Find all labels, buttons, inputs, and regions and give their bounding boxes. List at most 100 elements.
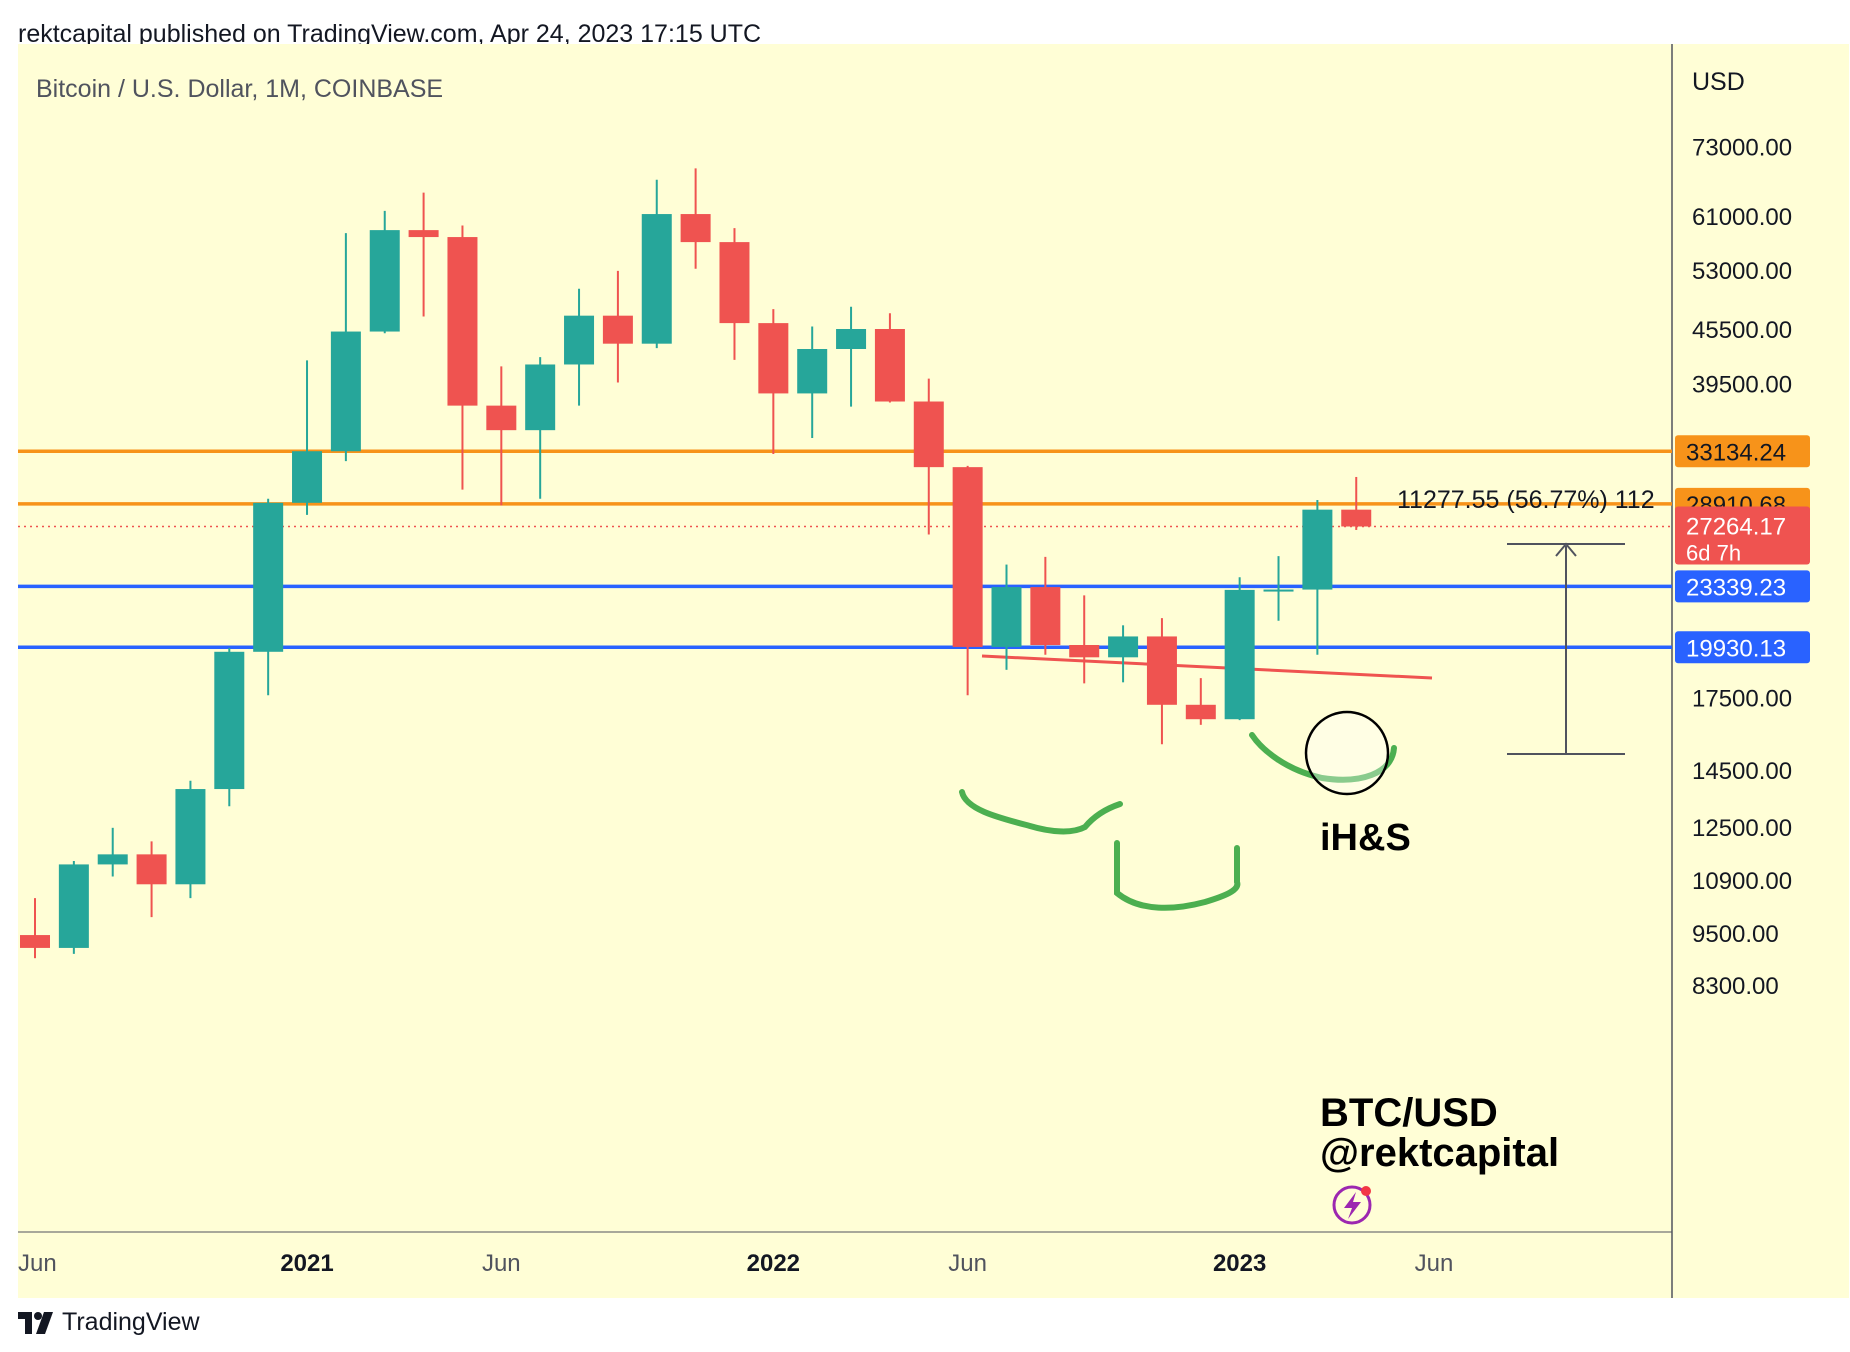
- candle-body: [1146, 636, 1177, 705]
- candle-body: [836, 328, 867, 349]
- level-price-text: 23339.23: [1686, 574, 1786, 601]
- level-price-label: 33134.24: [1675, 435, 1810, 468]
- candle: [1146, 618, 1177, 745]
- candle: [1108, 625, 1139, 683]
- candle: [58, 861, 89, 954]
- candle: [836, 306, 867, 407]
- candle-body: [797, 348, 828, 394]
- price-tick-label: 8300.00: [1692, 973, 1779, 1000]
- head-curve: [1114, 840, 1241, 911]
- currency-label: USD: [1692, 68, 1745, 96]
- candle: [913, 378, 944, 535]
- candle: [641, 179, 672, 349]
- level-price-text: 19930.13: [1686, 635, 1786, 662]
- candle: [525, 357, 556, 499]
- candle-body: [1263, 589, 1294, 592]
- candle-body: [719, 242, 750, 324]
- candle: [1224, 577, 1255, 721]
- level-price-label: 19930.13: [1675, 631, 1810, 664]
- time-tick-label: Jun: [1415, 1250, 1454, 1277]
- candle-body: [1069, 645, 1100, 658]
- candle-body: [292, 451, 323, 503]
- candle-body: [564, 315, 595, 365]
- candle: [1341, 476, 1372, 530]
- price-tick-label: 14500.00: [1692, 758, 1792, 785]
- price-tick-label: 53000.00: [1692, 258, 1792, 285]
- candles: [20, 168, 1372, 959]
- candle: [214, 647, 245, 807]
- candle: [680, 168, 711, 269]
- candle-body: [486, 405, 517, 431]
- left-shoulder-curve: [959, 789, 1123, 835]
- candle: [952, 465, 983, 696]
- price-axis: 73000.00 61000.00 53000.00 45500.00 39500.00…: [1692, 135, 1792, 1000]
- tradingview-logo-icon: [18, 1311, 53, 1334]
- time-tick-label: Jun: [948, 1250, 987, 1277]
- candle: [797, 326, 828, 438]
- candle: [874, 313, 905, 403]
- price-labels: 33134.2428910.6823339.2319930.1327264.17…: [1675, 435, 1810, 664]
- measure-arrowhead: [1555, 542, 1577, 557]
- candle: [253, 498, 284, 696]
- candle: [408, 192, 439, 317]
- candle-body: [991, 587, 1022, 647]
- tradingview-logo-text: TradingView: [62, 1308, 200, 1336]
- candle-body: [369, 230, 400, 332]
- price-tick-label: 17500.00: [1692, 685, 1792, 712]
- candle-body: [1341, 509, 1372, 527]
- candle-body: [1185, 704, 1216, 720]
- time-tick-label: Jun: [482, 1250, 521, 1277]
- price-tick-label: 10900.00: [1692, 868, 1792, 895]
- ihs-label: iH&S: [1320, 817, 1411, 859]
- neckline-trendline: [981, 654, 1433, 680]
- chart-background: [18, 44, 1849, 1298]
- candle-body: [136, 854, 167, 885]
- candle-body: [58, 864, 89, 948]
- candle: [1030, 556, 1061, 655]
- candle: [1185, 678, 1216, 725]
- candle-body: [1108, 636, 1139, 658]
- price-tick-label: 39500.00: [1692, 372, 1792, 399]
- candle-body: [214, 651, 245, 790]
- candle: [1069, 595, 1100, 684]
- current-price-text: 27264.17: [1686, 513, 1786, 540]
- lightning-icon: [1332, 1185, 1372, 1225]
- candle: [1263, 556, 1294, 621]
- drawings: 11277.55 (56.77%) 112 iH&S BTC/USD @rekt…: [959, 486, 1655, 1225]
- candle-body: [330, 331, 361, 452]
- price-tick-label: 9500.00: [1692, 921, 1779, 948]
- time-tick-label: 2021: [280, 1250, 333, 1277]
- candle: [602, 270, 633, 383]
- publisher-line: rektcapital published on TradingView.com…: [18, 20, 762, 48]
- candle-body: [874, 328, 905, 402]
- candle: [486, 366, 517, 506]
- candle-body: [20, 935, 50, 948]
- candle: [136, 841, 167, 918]
- candle-body: [253, 502, 284, 652]
- time-tick-label: 2023: [1213, 1250, 1266, 1277]
- level-price-label: 23339.23: [1675, 570, 1810, 603]
- candle: [1302, 500, 1333, 655]
- candle: [330, 233, 361, 462]
- candle-body: [447, 237, 478, 406]
- candle-body: [1030, 587, 1061, 646]
- candle-countdown-text: 6d 7h: [1686, 540, 1741, 565]
- time-tick-label: Jun: [18, 1250, 57, 1277]
- candle: [97, 827, 128, 877]
- candle: [719, 228, 750, 360]
- candle: [175, 780, 206, 899]
- candle: [991, 564, 1022, 670]
- candle-body: [641, 214, 672, 344]
- candle-body: [602, 315, 633, 344]
- tradingview-logo[interactable]: TradingView: [18, 1308, 200, 1337]
- price-tick-label: 73000.00: [1692, 135, 1792, 162]
- price-chart[interactable]: Bitcoin / U.S. Dollar, 1M, COINBASE USD …: [0, 0, 1850, 1300]
- candle-body: [952, 467, 983, 647]
- candle: [292, 360, 323, 515]
- measure-label: 11277.55 (56.77%) 112: [1397, 486, 1655, 514]
- candle-body: [913, 401, 944, 468]
- candle: [20, 898, 50, 959]
- price-tick-label: 61000.00: [1692, 204, 1792, 231]
- candle: [369, 210, 400, 334]
